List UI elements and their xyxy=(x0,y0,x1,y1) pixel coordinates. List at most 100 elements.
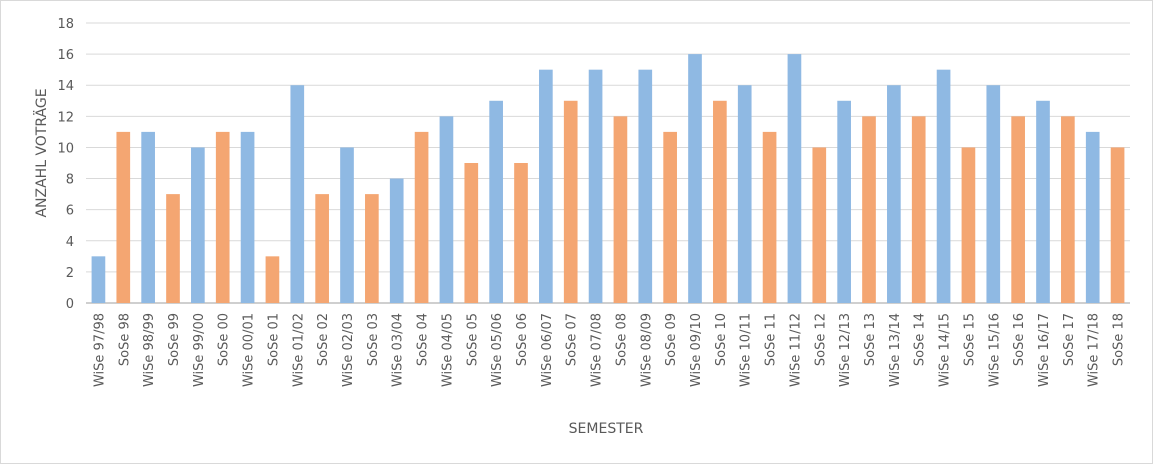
x-tick-label: WiSe 00/01 xyxy=(242,313,257,387)
bar xyxy=(489,100,503,304)
x-tick-label: WiSe 04/05 xyxy=(440,313,455,387)
x-tick-label: SoSe 16 xyxy=(1012,313,1027,366)
y-tick-label: 4 xyxy=(66,235,74,250)
x-tick-label: WiSe 15/16 xyxy=(987,313,1002,387)
bar xyxy=(688,54,702,303)
bar xyxy=(514,163,528,303)
bar xyxy=(588,69,603,304)
x-tick-label: WiSe 97/98 xyxy=(92,313,107,387)
y-axis-title: ANZAHL VOTRÄGE xyxy=(32,88,50,217)
bar xyxy=(1085,131,1100,303)
bar xyxy=(464,163,479,303)
bar xyxy=(265,256,280,303)
x-tick-label: SoSe 99 xyxy=(167,313,182,366)
bar xyxy=(141,131,155,303)
x-tick-label: WiSe 16/17 xyxy=(1037,313,1052,387)
y-tick-label: 6 xyxy=(66,204,74,219)
bar xyxy=(414,131,429,303)
x-tick-label: WiSe 09/10 xyxy=(689,313,704,387)
y-tick-label: 2 xyxy=(66,266,74,281)
x-axis-title: SEMESTER xyxy=(569,421,644,437)
x-tick-label: WiSe 11/12 xyxy=(788,313,803,387)
bar xyxy=(91,256,106,303)
bars xyxy=(91,54,1125,304)
x-tick-label: WiSe 06/07 xyxy=(540,313,555,387)
x-tick-label: SoSe 09 xyxy=(664,313,679,366)
x-tick-label: SoSe 18 xyxy=(1112,313,1127,366)
bar xyxy=(862,116,876,303)
x-tick-label: SoSe 98 xyxy=(117,313,132,366)
x-tick-label: WiSe 01/02 xyxy=(291,313,306,387)
x-tick-label: SoSe 07 xyxy=(565,313,580,366)
bar xyxy=(290,85,305,303)
bar xyxy=(737,85,752,303)
bar xyxy=(389,178,404,303)
x-tick-label: WiSe 17/18 xyxy=(1087,313,1102,387)
bar xyxy=(936,69,951,304)
bar xyxy=(215,131,230,303)
x-tick-label: SoSe 02 xyxy=(316,313,331,366)
x-tick-label: SoSe 11 xyxy=(764,313,779,366)
bar xyxy=(1110,147,1125,303)
bar xyxy=(1036,100,1050,304)
x-tick-label: WiSe 05/06 xyxy=(490,313,505,387)
x-tick-label: SoSe 10 xyxy=(714,313,729,366)
x-tick-label: SoSe 01 xyxy=(266,313,281,366)
bar xyxy=(713,100,727,304)
y-tick-label: 10 xyxy=(57,141,74,156)
x-tick-label: WiSe 14/15 xyxy=(938,313,953,387)
bar xyxy=(365,194,379,303)
x-tick-label: WiSe 12/13 xyxy=(838,313,853,387)
x-tick-label: SoSe 14 xyxy=(913,313,928,366)
bar xyxy=(340,147,354,303)
bar xyxy=(1061,116,1075,303)
bar xyxy=(315,194,329,303)
bar xyxy=(812,147,827,303)
x-tick-label: WiSe 13/14 xyxy=(888,313,903,387)
bar xyxy=(663,131,677,303)
x-tick-label: WiSe 10/11 xyxy=(739,313,754,387)
bar xyxy=(762,131,777,303)
bar xyxy=(613,116,628,303)
x-tick-label: SoSe 06 xyxy=(515,313,530,366)
bar xyxy=(638,69,653,304)
bar xyxy=(240,131,255,303)
bar xyxy=(191,147,205,303)
x-tick-label: SoSe 04 xyxy=(416,313,431,366)
y-tick-label: 12 xyxy=(57,110,74,125)
x-tick-label: WiSe 99/00 xyxy=(192,313,207,387)
x-tick-label: SoSe 17 xyxy=(1062,313,1077,366)
bar xyxy=(166,194,180,303)
x-tick-label: SoSe 15 xyxy=(962,313,977,366)
bar xyxy=(986,85,1001,303)
bar xyxy=(911,116,926,303)
bar xyxy=(563,100,578,304)
x-tick-label: WiSe 02/03 xyxy=(341,313,356,387)
y-tick-label: 16 xyxy=(57,48,74,63)
bar xyxy=(837,100,851,304)
x-tick-label: SoSe 00 xyxy=(217,313,232,366)
x-tick-label: WiSe 08/09 xyxy=(639,313,654,387)
x-tick-label: SoSe 08 xyxy=(614,313,629,366)
x-tick-label: SoSe 12 xyxy=(813,313,828,366)
x-axis-tick-labels: WiSe 97/98 SoSe 98 WiSe 98/99 SoSe 99 WiSe 9… xyxy=(92,313,1126,387)
x-tick-label: WiSe 03/04 xyxy=(391,313,406,387)
x-tick-label: SoSe 05 xyxy=(465,313,480,366)
y-tick-label: 0 xyxy=(66,297,74,312)
bar xyxy=(116,131,131,303)
bar xyxy=(439,116,454,303)
bar xyxy=(1011,116,1025,303)
y-tick-label: 18 xyxy=(57,17,74,32)
y-tick-label: 8 xyxy=(66,173,74,188)
x-tick-label: WiSe 07/08 xyxy=(590,313,605,387)
y-axis-tick-labels: 0 2 4 6 8 10 12 14 16 18 xyxy=(57,17,74,312)
x-tick-label: SoSe 03 xyxy=(366,313,381,366)
x-tick-label: SoSe 13 xyxy=(863,313,878,366)
x-tick-label: WiSe 98/99 xyxy=(142,313,157,387)
bar xyxy=(961,147,976,303)
bar xyxy=(787,54,802,303)
gridlines xyxy=(86,22,1130,304)
bar xyxy=(539,69,553,304)
y-tick-label: 14 xyxy=(57,79,74,94)
